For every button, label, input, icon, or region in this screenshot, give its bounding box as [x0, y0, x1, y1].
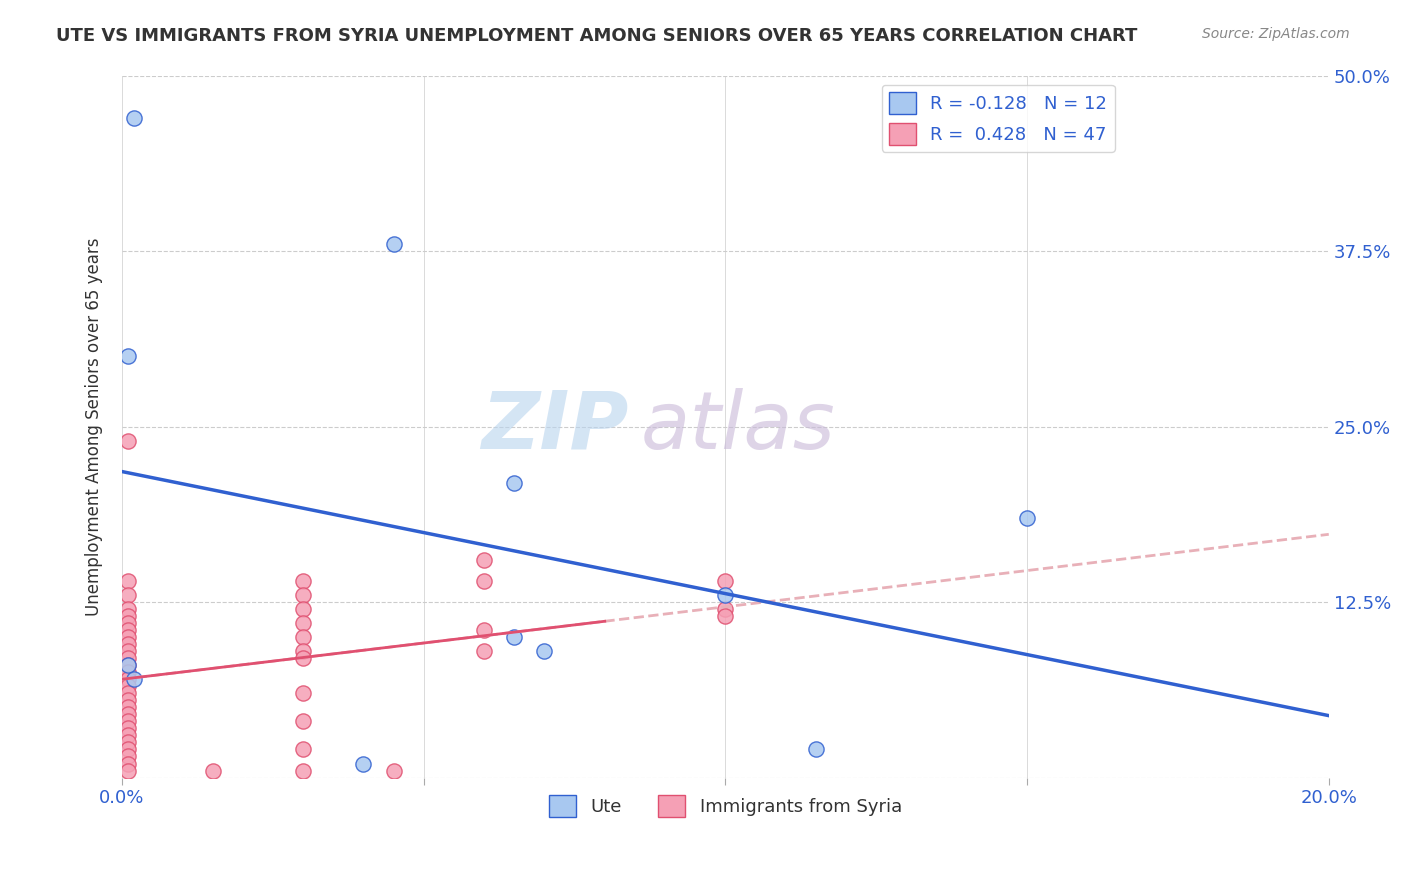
Point — [292, 742, 315, 756]
Point — [117, 707, 139, 722]
Point — [292, 616, 315, 631]
Point — [117, 756, 139, 771]
Point — [714, 574, 737, 588]
Point — [117, 749, 139, 764]
Text: UTE VS IMMIGRANTS FROM SYRIA UNEMPLOYMENT AMONG SENIORS OVER 65 YEARS CORRELATIO: UTE VS IMMIGRANTS FROM SYRIA UNEMPLOYMEN… — [56, 27, 1137, 45]
Point — [503, 630, 526, 644]
Point — [533, 644, 555, 658]
Point — [117, 658, 139, 673]
Point — [472, 644, 495, 658]
Point — [292, 686, 315, 700]
Point — [117, 764, 139, 778]
Text: ZIP: ZIP — [481, 387, 628, 466]
Point — [117, 673, 139, 687]
Point — [117, 574, 139, 588]
Y-axis label: Unemployment Among Seniors over 65 years: Unemployment Among Seniors over 65 years — [86, 237, 103, 615]
Point — [117, 434, 139, 448]
Point — [117, 679, 139, 693]
Point — [117, 623, 139, 637]
Point — [472, 623, 495, 637]
Point — [117, 637, 139, 651]
Point — [1017, 510, 1039, 524]
Point — [382, 237, 405, 252]
Point — [117, 700, 139, 714]
Point — [117, 616, 139, 631]
Point — [292, 602, 315, 616]
Point — [117, 665, 139, 680]
Point — [292, 764, 315, 778]
Point — [117, 651, 139, 665]
Point — [117, 693, 139, 707]
Point — [117, 742, 139, 756]
Point — [292, 588, 315, 602]
Point — [292, 574, 315, 588]
Point — [117, 602, 139, 616]
Point — [472, 553, 495, 567]
Text: atlas: atlas — [641, 387, 835, 466]
Legend: Ute, Immigrants from Syria: Ute, Immigrants from Syria — [541, 789, 910, 825]
Point — [117, 609, 139, 624]
Point — [122, 673, 145, 687]
Point — [117, 728, 139, 742]
Point — [117, 644, 139, 658]
Point — [804, 742, 827, 756]
Point — [117, 722, 139, 736]
Point — [714, 602, 737, 616]
Point — [292, 714, 315, 729]
Point — [122, 111, 145, 125]
Point — [382, 764, 405, 778]
Point — [503, 475, 526, 490]
Point — [292, 651, 315, 665]
Point — [117, 714, 139, 729]
Point — [714, 588, 737, 602]
Point — [201, 764, 224, 778]
Text: Source: ZipAtlas.com: Source: ZipAtlas.com — [1202, 27, 1350, 41]
Point — [352, 756, 374, 771]
Point — [117, 686, 139, 700]
Point — [292, 630, 315, 644]
Point — [292, 644, 315, 658]
Point — [117, 588, 139, 602]
Point — [117, 658, 139, 673]
Point — [472, 574, 495, 588]
Point — [714, 609, 737, 624]
Point — [117, 630, 139, 644]
Point — [117, 735, 139, 749]
Point — [117, 349, 139, 363]
